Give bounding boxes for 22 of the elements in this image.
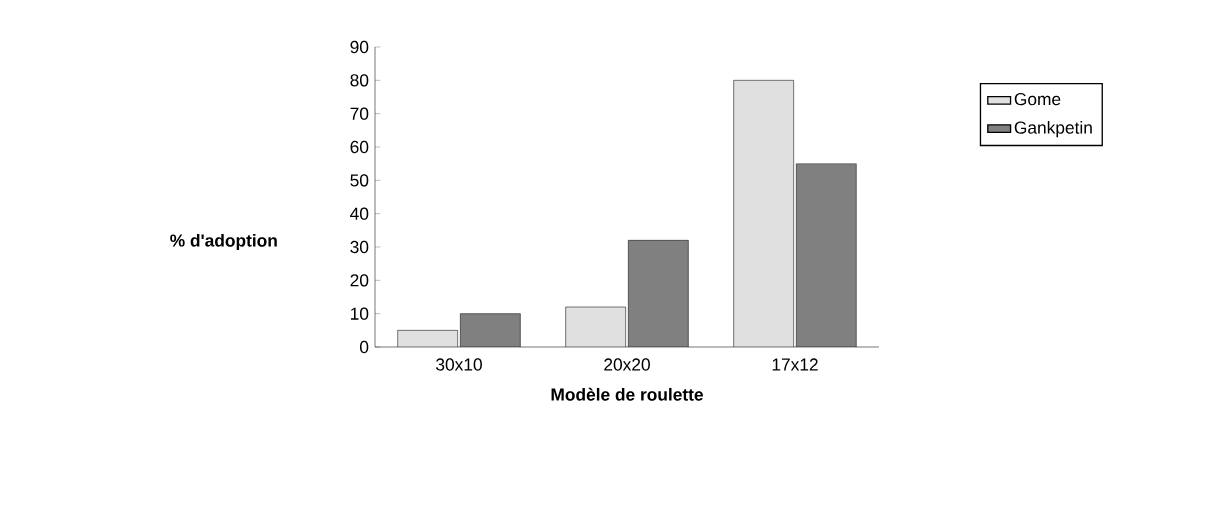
- bar: [733, 80, 794, 347]
- y-axis-title: % d'adoption: [170, 233, 277, 251]
- y-tick-label: 10: [351, 307, 369, 320]
- y-tick-label: 60: [350, 140, 369, 154]
- y-tick-label: 70: [350, 107, 369, 120]
- bar: [460, 313, 521, 347]
- legend-label: Gankpetin: [1014, 121, 1092, 138]
- bar: [628, 240, 689, 347]
- legend-label: Gome: [1014, 92, 1061, 106]
- x-axis-title: Modèle de roulette: [551, 387, 703, 401]
- y-tick-label: 20: [350, 274, 369, 287]
- bar: [796, 163, 857, 347]
- bar: [565, 307, 626, 347]
- y-tick-label: 0: [359, 340, 369, 354]
- y-tick-label: 80: [350, 74, 369, 87]
- x-tick-label: 20x20: [604, 358, 650, 371]
- y-tick-label: 40: [350, 207, 369, 220]
- y-tick-label: 30: [350, 240, 369, 254]
- y-tick-label: 50: [350, 174, 369, 187]
- x-tick-label: 17x12: [772, 358, 818, 371]
- x-tick-label: 30x10: [436, 358, 482, 371]
- y-tick-label: 90: [350, 40, 369, 54]
